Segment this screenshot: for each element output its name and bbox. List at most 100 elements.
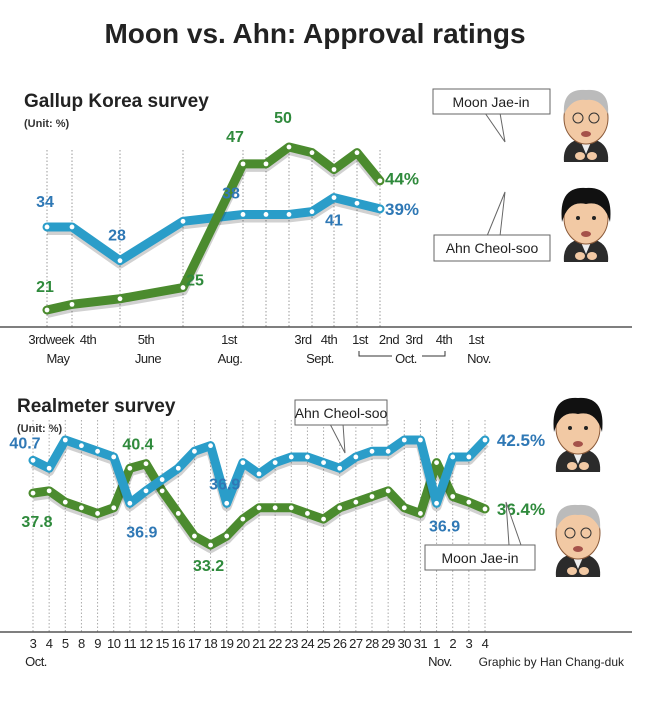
moon-line-point: [305, 511, 310, 516]
x-tick-label: 23: [285, 636, 299, 651]
moon-data-label: 47: [226, 129, 244, 146]
x-tick-label: 1st: [352, 332, 369, 347]
moon-line-point: [240, 516, 246, 522]
x-tick-label: 22: [268, 636, 282, 651]
ahn-line-point: [353, 454, 359, 460]
x-tick-label: 29: [381, 636, 395, 651]
x-tick-label: 1st: [468, 332, 485, 347]
moon-line-point: [321, 516, 326, 522]
moon-line-point: [401, 505, 407, 511]
x-tick-label: 31: [414, 636, 428, 651]
gallup-callout-ahn: Ahn Cheol-soo: [433, 191, 551, 262]
x-tick-label: 30: [398, 636, 412, 651]
ahn-line-point: [369, 448, 375, 454]
ahn-line-point: [450, 454, 456, 460]
ahn-line-point: [354, 200, 360, 206]
moon-data-label: 36.4%: [497, 500, 545, 519]
x-tick-label: 2: [449, 636, 456, 651]
ahn-line-point: [111, 454, 117, 460]
ahn-line-point: [337, 465, 343, 471]
month-label: Oct.: [395, 351, 417, 366]
x-tick-label: 25: [317, 636, 331, 651]
moon-face-icon: [555, 504, 601, 577]
moon-line-point: [192, 533, 197, 539]
moon-line-point: [263, 161, 269, 167]
realmeter-x-ticks: 3 4 5 8 9 10 11 12 15 16 17 18 19 20 21 22 23 24 25 26 27 28 2…: [25, 636, 489, 669]
moon-line-point: [288, 505, 294, 511]
ahn-line-point: [321, 460, 326, 465]
moon-data-label: 25: [186, 273, 204, 290]
month-label: Nov.: [467, 351, 491, 366]
month-label: Oct.: [25, 654, 47, 669]
ahn-line-point: [175, 465, 181, 471]
moon-line-point: [240, 161, 246, 167]
moon-line-point: [180, 285, 186, 290]
x-tick-label: 20: [236, 636, 250, 651]
moon-data-label: 40.4: [122, 437, 153, 454]
x-tick-label: 12: [139, 636, 153, 651]
moon-line-point: [309, 150, 315, 156]
x-tick-label: 3rd: [28, 332, 46, 347]
svg-text:Ahn Cheol-soo: Ahn Cheol-soo: [446, 240, 539, 256]
ahn-data-label: 38: [222, 185, 240, 202]
ahn-line-point: [159, 477, 165, 482]
moon-line-point: [272, 505, 278, 511]
ahn-line-point: [69, 224, 75, 230]
x-tick-label: 16: [172, 636, 186, 651]
ahn-line-point: [434, 500, 439, 506]
ahn-line-point: [180, 218, 186, 224]
ahn-line-point: [482, 437, 488, 443]
ahn-line-point: [377, 206, 383, 212]
x-tick-label: 5: [62, 636, 69, 651]
month-label: Nov.: [428, 654, 452, 669]
gallup-callout-moon: Moon Jae-in: [432, 88, 551, 143]
ahn-data-label: 34: [36, 194, 54, 211]
ahn-line-point: [466, 454, 472, 460]
ahn-line-point: [418, 437, 423, 443]
moon-line-point: [418, 511, 423, 516]
moon-line-point: [256, 505, 262, 511]
ahn-line-point: [385, 448, 391, 454]
moon-line-point: [46, 488, 52, 494]
moon-line-point: [369, 494, 375, 499]
x-tick-label: 10: [107, 636, 121, 651]
ahn-line-point: [224, 500, 230, 506]
month-label: May: [46, 351, 70, 366]
x-tick-label: 3: [30, 636, 37, 651]
ahn-line-point: [79, 443, 84, 449]
ahn-line-point: [288, 454, 294, 460]
moon-line-point: [353, 499, 359, 505]
moon-data-label: 44%: [385, 170, 419, 189]
realmeter-unit: (Unit: %): [17, 423, 63, 435]
month-label: June: [135, 351, 161, 366]
moon-data-label: 33.2: [193, 558, 224, 575]
month-label: Sept.: [306, 351, 334, 366]
gallup-data-labels: 21 25 47 50 44% 34 28 38 41 39%: [36, 110, 419, 296]
x-tick-label: 4: [46, 636, 53, 651]
ahn-line-point: [95, 448, 100, 454]
moon-line-point: [79, 505, 84, 511]
x-tick-label: 4th: [321, 332, 338, 347]
ahn-line-point: [127, 500, 133, 506]
moon-line-point: [117, 296, 123, 302]
moon-line-point: [30, 490, 36, 496]
moon-line-point: [224, 533, 230, 539]
x-tick-label: 4th: [80, 332, 97, 347]
moon-line-point: [377, 178, 383, 184]
ahn-line-point: [44, 224, 50, 230]
x-tick-label: 17: [188, 636, 202, 651]
main-title: Moon vs. Ahn: Approval ratings: [104, 18, 525, 49]
moon-line-point: [175, 511, 181, 516]
x-tick-label: 15: [155, 636, 169, 651]
x-tick-label: 19: [220, 636, 234, 651]
x-tick-label: 3rd: [405, 332, 423, 347]
ahn-line-point: [62, 437, 68, 443]
ahn-line-point: [143, 488, 149, 494]
moon-data-label: 21: [36, 279, 54, 296]
realmeter-data-labels: 40.7 36.9 36.9 36.9 42.5% 37.8 40.4 33.2 36.4%: [9, 431, 545, 575]
ahn-line-point: [208, 443, 213, 449]
ahn-face-icon: [561, 187, 611, 262]
moon-line-point: [159, 488, 165, 494]
ahn-line-point: [240, 212, 246, 217]
